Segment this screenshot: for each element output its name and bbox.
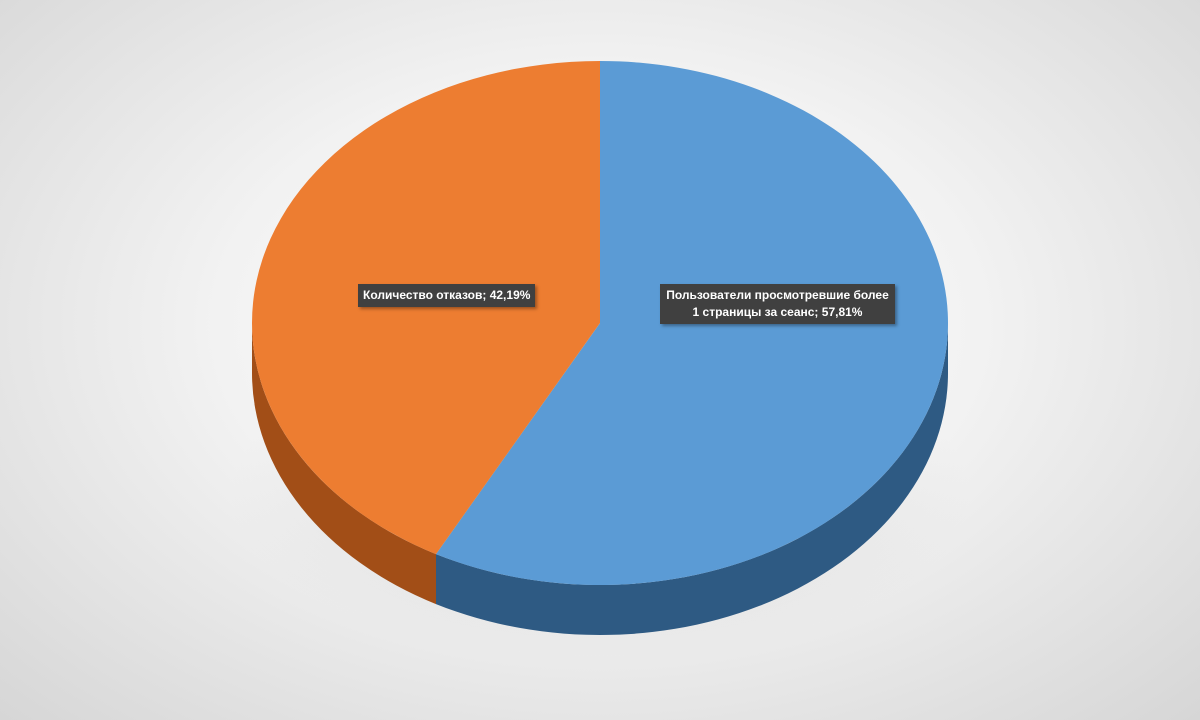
pie-side-0	[436, 323, 948, 635]
data-label-bounces: Количество отказов; 42,19%	[358, 284, 536, 307]
data-label-multipage-users: Пользователи просмотревшие более 1 стран…	[660, 284, 895, 324]
pie-slice-1	[251, 61, 600, 555]
pie-side-1	[251, 323, 437, 605]
